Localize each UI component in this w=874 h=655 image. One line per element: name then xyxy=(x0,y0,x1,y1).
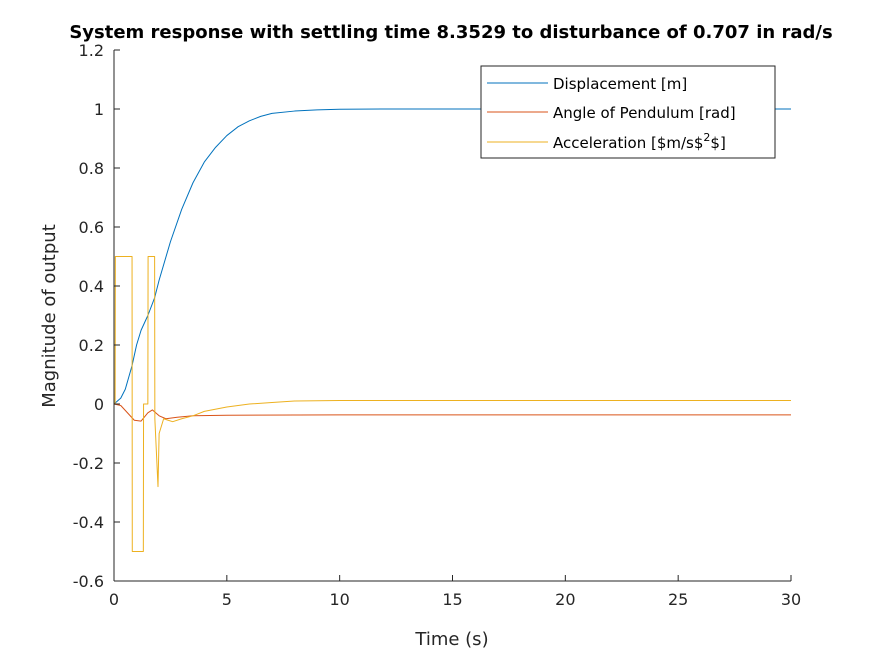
x-ticks: 0 5 10 15 20 25 30 xyxy=(109,575,801,609)
legend-label-angle: Angle of Pendulum [rad] xyxy=(553,104,736,122)
x-axis-label: Time (s) xyxy=(414,629,488,650)
y-tick-label: 1.2 xyxy=(79,41,104,60)
chart-title: System response with settling time 8.352… xyxy=(69,22,832,43)
legend-label-acceleration-main: Acceleration [$m/s$ xyxy=(553,134,703,152)
x-tick-label: 10 xyxy=(329,590,349,609)
y-tick-label: -0.4 xyxy=(73,513,104,532)
x-tick-label: 25 xyxy=(668,590,688,609)
x-tick-label: 5 xyxy=(222,590,232,609)
legend-label-acceleration-end: $] xyxy=(710,134,725,152)
x-tick-label: 30 xyxy=(781,590,801,609)
y-axis-label: Magnitude of output xyxy=(39,224,60,408)
legend: Displacement [m] Angle of Pendulum [rad]… xyxy=(480,65,776,159)
y-ticks: -0.6 -0.4 -0.2 0 0.2 0.4 0.6 0.8 1 1.2 xyxy=(73,41,120,591)
x-tick-label: 20 xyxy=(555,590,575,609)
y-tick-label: 1 xyxy=(94,100,104,119)
y-tick-label: -0.2 xyxy=(73,454,104,473)
series-line-acceleration xyxy=(114,256,791,552)
series-layer xyxy=(113,108,791,552)
legend-label-displacement: Displacement [m] xyxy=(553,75,687,93)
x-tick-label: 15 xyxy=(442,590,462,609)
y-tick-label: -0.6 xyxy=(73,572,104,591)
legend-label-acceleration-sup: 2 xyxy=(703,131,710,144)
y-tick-label: 0.6 xyxy=(79,218,104,237)
y-tick-label: 0.8 xyxy=(79,159,104,178)
y-tick-label: 0.2 xyxy=(79,336,104,355)
series-line-displacement xyxy=(113,108,791,405)
y-tick-label: 0.4 xyxy=(79,277,104,296)
x-tick-label: 0 xyxy=(109,590,119,609)
y-tick-label: 0 xyxy=(94,395,104,414)
legend-label-acceleration: Acceleration [$m/s$2$] xyxy=(553,131,726,152)
series-line-angle xyxy=(113,403,791,422)
